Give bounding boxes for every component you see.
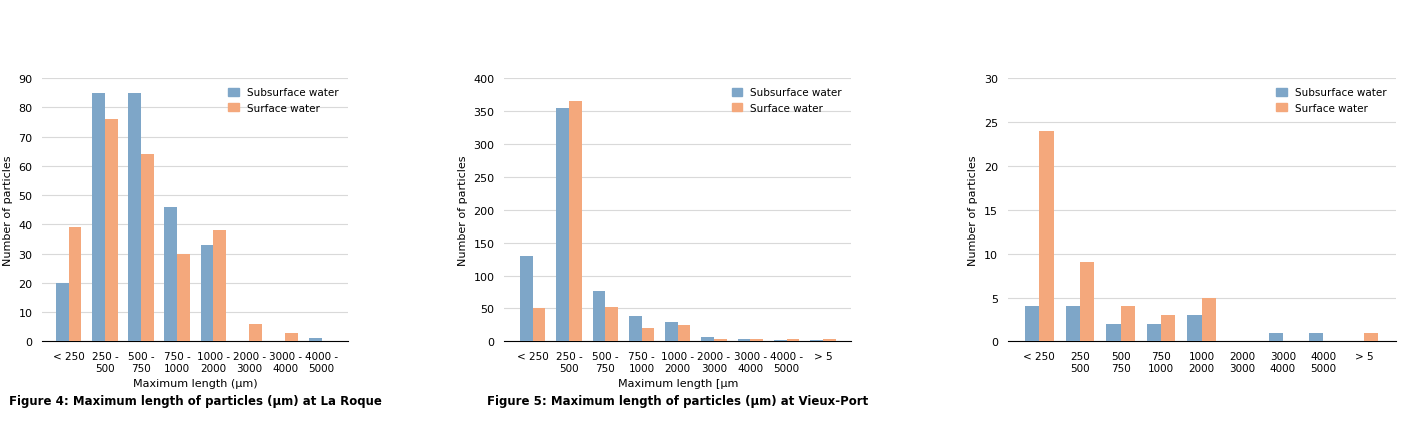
Bar — [605, 307, 618, 342]
Bar — [141, 155, 154, 342]
Bar — [642, 328, 654, 342]
Bar — [1269, 333, 1283, 342]
Bar — [557, 109, 570, 342]
X-axis label: Maximum length [µm: Maximum length [µm — [618, 378, 737, 389]
Bar — [533, 309, 546, 342]
Bar — [104, 120, 117, 342]
Legend: Subsurface water, Surface water: Subsurface water, Surface water — [728, 84, 846, 117]
Bar — [629, 317, 642, 342]
Bar — [1107, 324, 1121, 342]
Bar — [200, 245, 213, 342]
X-axis label: Maximum length (µm): Maximum length (µm) — [133, 378, 258, 389]
Bar — [250, 324, 262, 342]
Bar — [823, 340, 836, 342]
Bar — [309, 339, 321, 342]
Bar — [1039, 131, 1053, 342]
Bar — [1310, 333, 1324, 342]
Bar — [1146, 324, 1160, 342]
Bar — [69, 228, 82, 342]
Bar — [1187, 315, 1201, 342]
Bar — [1025, 307, 1039, 342]
Bar — [285, 333, 298, 342]
Bar — [1066, 307, 1080, 342]
Bar — [128, 93, 141, 342]
Bar — [570, 102, 582, 342]
Bar — [56, 283, 69, 342]
Bar — [787, 340, 799, 342]
Bar — [774, 340, 787, 342]
Bar — [92, 93, 104, 342]
Bar — [678, 325, 691, 342]
Bar — [165, 207, 178, 342]
Bar — [592, 291, 605, 342]
Text: Figure 4: Maximum length of particles (µm) at La Roque: Figure 4: Maximum length of particles (µ… — [8, 394, 382, 407]
Bar — [713, 339, 726, 342]
Bar — [178, 254, 190, 342]
Y-axis label: Number of particles: Number of particles — [3, 155, 13, 265]
Y-axis label: Number of particles: Number of particles — [969, 155, 979, 265]
Text: Figure 5: Maximum length of particles (µm) at Vieux-Port: Figure 5: Maximum length of particles (µ… — [488, 394, 869, 407]
Bar — [1080, 263, 1094, 342]
Bar — [1121, 307, 1135, 342]
Y-axis label: Number of particles: Number of particles — [458, 155, 468, 265]
Bar — [811, 340, 823, 342]
Bar — [750, 339, 763, 342]
Bar — [1201, 298, 1215, 342]
Legend: Subsurface water, Surface water: Subsurface water, Surface water — [224, 84, 343, 117]
Bar — [520, 256, 533, 342]
Bar — [1160, 315, 1176, 342]
Legend: Subsurface water, Surface water: Subsurface water, Surface water — [1272, 84, 1390, 117]
Bar — [737, 340, 750, 342]
Bar — [701, 338, 713, 342]
Bar — [213, 231, 226, 342]
Bar — [1363, 333, 1378, 342]
Bar — [666, 322, 678, 342]
